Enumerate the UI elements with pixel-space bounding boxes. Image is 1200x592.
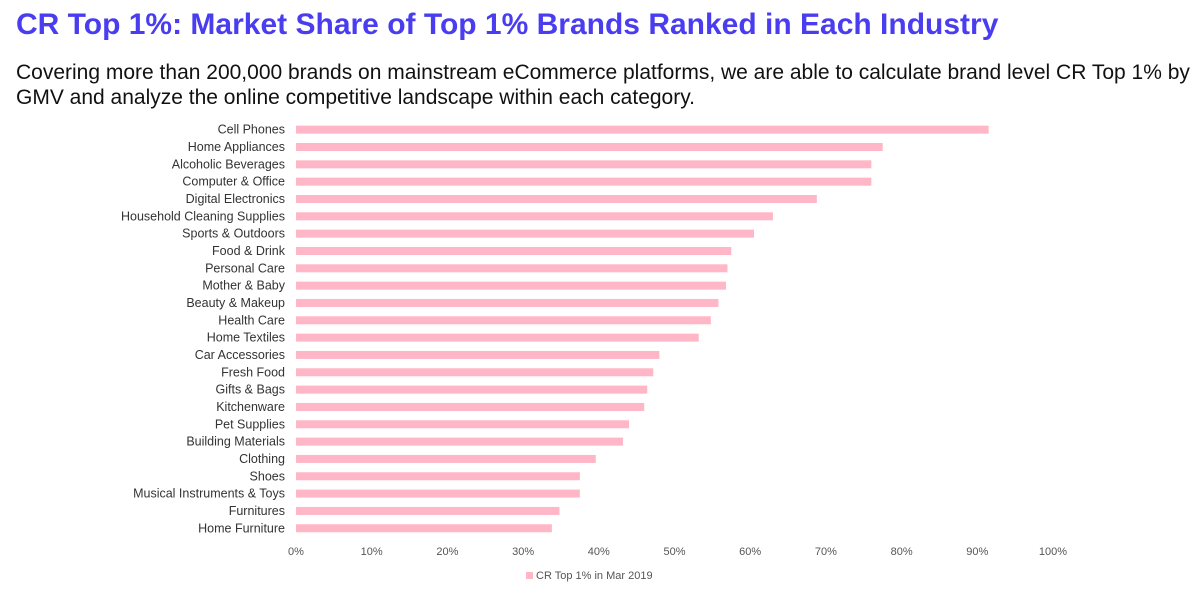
category-label: Building Materials xyxy=(186,435,285,449)
bar xyxy=(296,437,624,446)
bar xyxy=(296,125,989,134)
x-tick-label: 40% xyxy=(588,546,610,558)
x-tick-label: 80% xyxy=(891,546,913,558)
bar xyxy=(296,472,580,481)
category-label: Mother & Baby xyxy=(202,279,285,293)
bar xyxy=(296,281,726,290)
bar xyxy=(296,264,728,273)
category-label: Food & Drink xyxy=(212,244,286,258)
bar xyxy=(296,368,654,377)
bar xyxy=(296,333,699,342)
x-tick-label: 90% xyxy=(966,546,988,558)
legend-swatch xyxy=(526,572,533,579)
bar xyxy=(296,160,872,169)
bar xyxy=(296,350,660,359)
bar xyxy=(296,420,630,429)
category-label: Sports & Outdoors xyxy=(182,227,285,241)
bar xyxy=(296,524,552,533)
category-label: Computer & Office xyxy=(182,175,285,189)
bar xyxy=(296,385,648,394)
page-title: CR Top 1%: Market Share of Top 1% Brands… xyxy=(16,8,999,41)
bar xyxy=(296,177,872,186)
bar xyxy=(296,298,719,307)
bar xyxy=(296,316,711,325)
bar xyxy=(296,229,754,238)
category-label: Gifts & Bags xyxy=(216,383,285,397)
category-label: Musical Instruments & Toys xyxy=(133,487,285,501)
category-label: Cell Phones xyxy=(218,123,285,137)
category-label: Home Textiles xyxy=(207,331,285,345)
category-label: Beauty & Makeup xyxy=(186,296,285,310)
category-label: Pet Supplies xyxy=(215,417,285,431)
bar xyxy=(296,402,645,411)
category-label: Clothing xyxy=(239,452,285,466)
page-subtitle: Covering more than 200,000 brands on mai… xyxy=(16,61,1190,109)
bar xyxy=(296,454,596,463)
category-label: Fresh Food xyxy=(221,365,285,379)
bar xyxy=(296,194,817,203)
category-label: Home Furniture xyxy=(198,521,285,535)
x-tick-label: 10% xyxy=(361,546,383,558)
category-label: Furnitures xyxy=(229,504,285,518)
bar xyxy=(296,489,580,498)
category-label: Alcoholic Beverages xyxy=(172,157,285,171)
x-tick-label: 30% xyxy=(512,546,534,558)
bar xyxy=(296,212,773,221)
x-tick-label: 100% xyxy=(1039,546,1067,558)
x-tick-label: 20% xyxy=(436,546,458,558)
category-label: Kitchenware xyxy=(216,400,285,414)
category-label: Home Appliances xyxy=(188,140,285,154)
category-label: Household Cleaning Supplies xyxy=(121,209,285,223)
x-tick-label: 0% xyxy=(288,546,304,558)
category-label: Shoes xyxy=(250,469,285,483)
category-label: Health Care xyxy=(218,313,285,327)
category-label: Car Accessories xyxy=(195,348,285,362)
legend-label: CR Top 1% in Mar 2019 xyxy=(536,570,653,582)
category-label: Personal Care xyxy=(205,261,285,275)
category-label: Digital Electronics xyxy=(186,192,285,206)
x-tick-label: 60% xyxy=(739,546,761,558)
bar xyxy=(296,506,560,515)
x-tick-label: 50% xyxy=(663,546,685,558)
x-tick-label: 70% xyxy=(815,546,837,558)
bar xyxy=(296,246,732,255)
bar xyxy=(296,142,883,151)
